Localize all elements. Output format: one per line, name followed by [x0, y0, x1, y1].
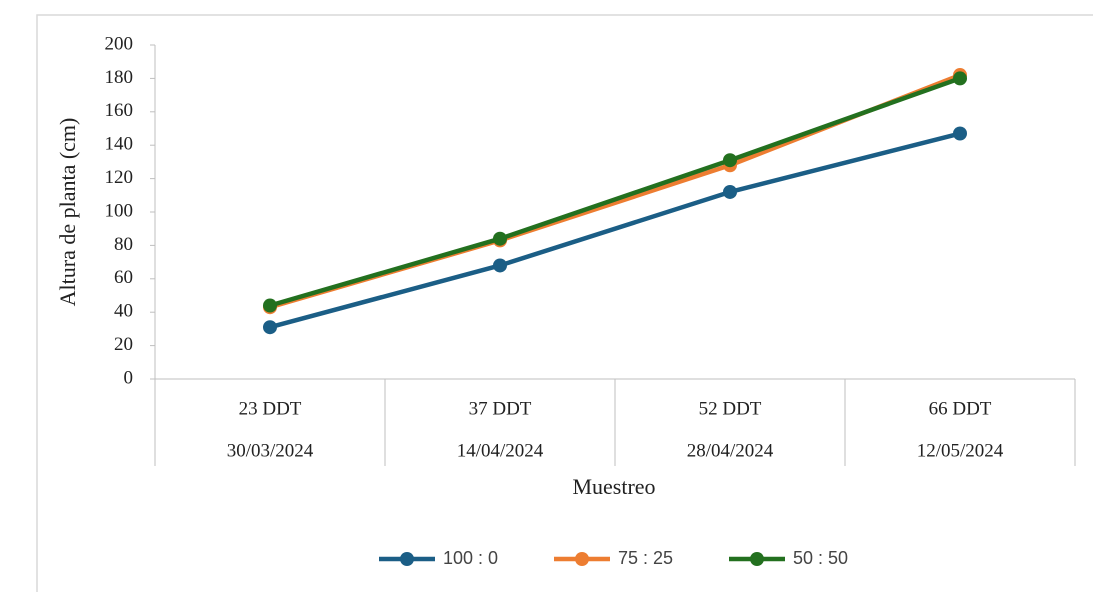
y-tick-label: 140 — [105, 134, 134, 155]
y-tick-label: 60 — [114, 267, 133, 288]
y-axis-title: Altura de planta (cm) — [55, 118, 80, 307]
point — [493, 231, 507, 246]
point — [723, 153, 737, 168]
x-tick-label: 23 DDT — [239, 398, 302, 419]
x-date-label: 30/03/2024 — [227, 440, 314, 461]
series-line — [269, 72, 961, 310]
point — [263, 320, 277, 335]
series-line — [269, 76, 961, 308]
legend-marker — [575, 552, 589, 566]
series-line — [269, 131, 961, 330]
x-date-label: 12/05/2024 — [917, 440, 1004, 461]
x-axis-title: Muestreo — [572, 474, 655, 499]
x-date-label: 28/04/2024 — [687, 440, 774, 461]
x-tick-label: 52 DDT — [699, 398, 762, 419]
legend-marker — [400, 552, 414, 566]
point — [263, 298, 277, 313]
y-tick-label: 160 — [105, 100, 134, 121]
x-tick-label: 66 DDT — [929, 398, 992, 419]
legend-label: 75 : 25 — [618, 548, 673, 568]
y-tick-label: 120 — [105, 167, 134, 188]
point — [723, 184, 737, 199]
legend-label: 100 : 0 — [443, 548, 498, 568]
point — [953, 71, 967, 86]
y-tick-label: 80 — [114, 234, 133, 255]
frame — [36, 14, 1093, 592]
legend-label: 50 : 50 — [793, 548, 848, 568]
y-tick-label: 40 — [114, 301, 133, 322]
y-tick-label: 100 — [105, 200, 134, 221]
point — [953, 126, 967, 141]
point — [493, 258, 507, 273]
y-tick-label: 180 — [105, 67, 134, 88]
x-date-label: 14/04/2024 — [457, 440, 544, 461]
y-tick-label: 0 — [124, 367, 134, 388]
y-tick-label: 20 — [114, 334, 133, 355]
legend-marker — [750, 552, 764, 566]
x-tick-label: 37 DDT — [469, 398, 532, 419]
y-tick-label: 200 — [105, 33, 134, 54]
